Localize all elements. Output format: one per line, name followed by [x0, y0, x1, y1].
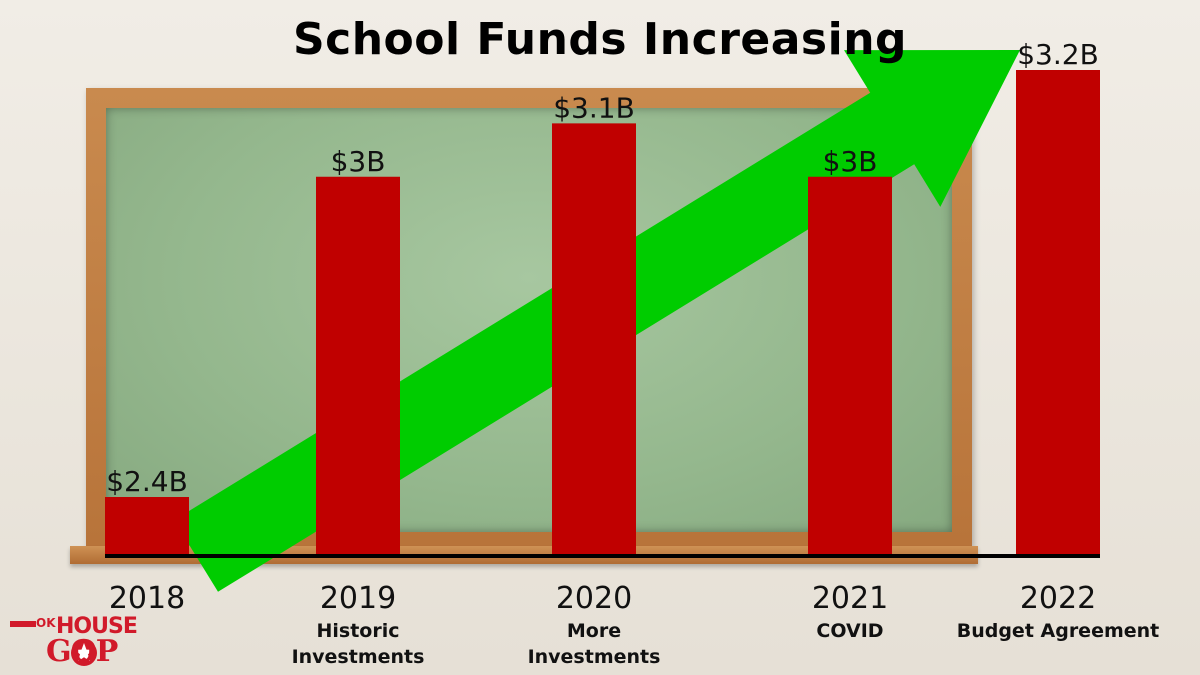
- labels-layer: $2.4B 2018 $3B 2019 Historic Investments $3.1B…: [105, 38, 1159, 668]
- bar-value-label: $2.4B: [106, 465, 188, 498]
- logo-gop-text: GOP: [46, 634, 118, 669]
- bar-2018: [105, 497, 189, 556]
- x-tick-sublabel: Budget Agreement: [957, 620, 1160, 642]
- x-tick-sublabel: More: [567, 620, 621, 642]
- logo-house-text: HOUSE: [56, 614, 138, 639]
- x-tick-sublabel: Investments: [528, 646, 661, 668]
- x-tick-sublabel: Historic: [316, 620, 399, 642]
- x-tick-label: 2018: [109, 581, 185, 616]
- ok-house-gop-logo: OK HOUSE GOP: [6, 614, 138, 670]
- bar-2020: [552, 123, 636, 556]
- white-star-icon: [71, 640, 97, 666]
- bar-2022: [1016, 70, 1100, 556]
- bars-layer: [105, 70, 1100, 556]
- logo-ok-text: OK: [36, 616, 56, 630]
- logo-accent-bar: [10, 621, 36, 627]
- x-tick-label: 2022: [1020, 581, 1096, 616]
- bar-value-label: $3.2B: [1017, 38, 1099, 71]
- x-tick-label: 2020: [556, 581, 632, 616]
- x-tick-sublabel: COVID: [816, 620, 883, 642]
- x-tick-label: 2019: [320, 581, 396, 616]
- bar-2021: [808, 176, 892, 556]
- x-tick-sublabel: Investments: [292, 646, 425, 668]
- bar-value-label: $3.1B: [553, 91, 635, 124]
- chart-title: School Funds Increasing: [292, 14, 908, 65]
- bar-value-label: $3B: [331, 145, 386, 178]
- bar-value-label: $3B: [823, 145, 878, 178]
- x-tick-label: 2021: [812, 581, 888, 616]
- bar-2019: [316, 176, 400, 556]
